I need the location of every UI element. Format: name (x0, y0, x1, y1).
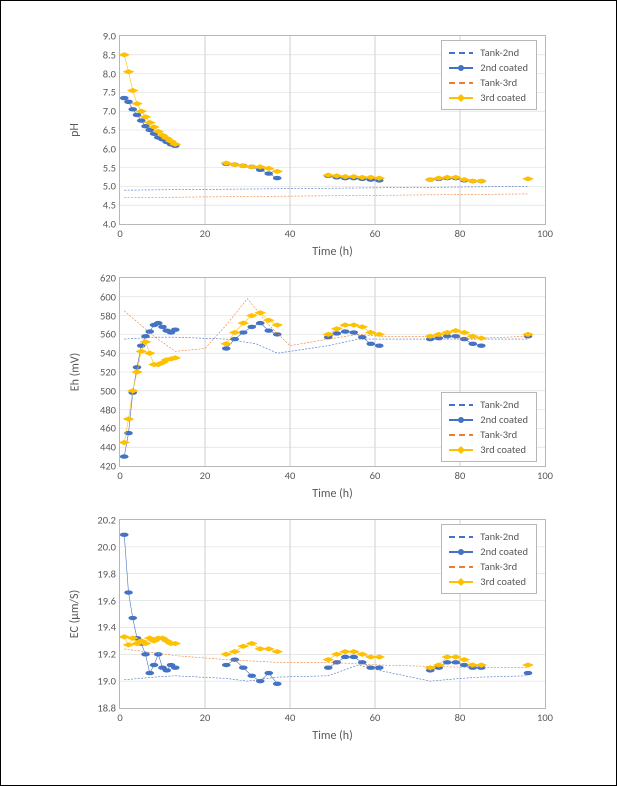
y-tick-label: 4.5 (103, 199, 120, 212)
legend-swatch-icon (448, 546, 474, 558)
y-tick-label: 620 (100, 272, 120, 285)
legend: Tank-2nd2nd coatedTank-3rd3rd coated (441, 392, 537, 462)
legend-label: Tank-3rd (480, 427, 517, 442)
x-tick-label: 40 (285, 466, 296, 482)
y-tick-label: 19.8 (97, 567, 120, 580)
x-tick-label: 60 (370, 466, 381, 482)
charts-host: pH Time (h) 4.04.55.05.56.06.57.07.58.08.5… (61, 29, 556, 743)
x-tick-label: 20 (200, 466, 211, 482)
y-tick-label: 19.2 (97, 648, 120, 661)
y-axis-label: Eh (mV) (67, 277, 83, 467)
legend-label: 3rd coated (480, 574, 526, 589)
chart-ph: pH Time (h) 4.04.55.05.56.06.57.07.58.08.5… (61, 29, 556, 259)
legend-label: 2nd coated (480, 544, 528, 559)
y-tick-label: 19.6 (97, 594, 120, 607)
x-tick-label: 0 (117, 224, 122, 240)
legend-swatch-icon (448, 444, 474, 456)
legend-swatch-icon (448, 576, 474, 588)
x-tick-label: 40 (285, 708, 296, 724)
legend-item: 3rd coated (448, 90, 528, 105)
y-tick-label: 5.5 (103, 161, 120, 174)
y-tick-label: 6.5 (103, 124, 120, 137)
y-tick-label: 9.0 (103, 30, 120, 43)
legend-swatch-icon (448, 77, 474, 89)
legend-swatch-icon (448, 429, 474, 441)
legend-label: Tank-2nd (480, 45, 519, 60)
legend-swatch-icon (448, 561, 474, 573)
x-tick-label: 100 (537, 224, 553, 240)
legend-swatch-icon (448, 92, 474, 104)
y-tick-label: 480 (100, 403, 120, 416)
legend: Tank-2nd2nd coatedTank-3rd3rd coated (441, 524, 537, 594)
y-tick-label: 20.0 (97, 540, 120, 553)
x-tick-label: 100 (537, 466, 553, 482)
chart-ec: EC (µm/S) Time (h) 18.819.019.219.419.619.… (61, 513, 556, 743)
x-tick-label: 80 (455, 708, 466, 724)
x-tick-label: 40 (285, 224, 296, 240)
legend-item: 3rd coated (448, 574, 528, 589)
legend-item: Tank-2nd (448, 529, 528, 544)
legend-label: 2nd coated (480, 60, 528, 75)
legend-swatch-icon (448, 47, 474, 59)
x-tick-label: 0 (117, 708, 122, 724)
chart-eh: Eh (mV) Time (h) 4204404604805005205405605… (61, 271, 556, 501)
y-tick-label: 8.0 (103, 67, 120, 80)
legend-label: Tank-3rd (480, 559, 517, 574)
x-tick-label: 20 (200, 224, 211, 240)
legend-label: 3rd coated (480, 442, 526, 457)
y-tick-label: 7.5 (103, 86, 120, 99)
y-tick-label: 440 (100, 441, 120, 454)
y-tick-label: 580 (100, 309, 120, 322)
legend-label: Tank-2nd (480, 397, 519, 412)
figure-page: pH Time (h) 4.04.55.05.56.06.57.07.58.08.5… (0, 0, 617, 786)
legend-item: Tank-3rd (448, 559, 528, 574)
y-tick-label: 7.0 (103, 105, 120, 118)
x-tick-label: 80 (455, 224, 466, 240)
legend: Tank-2nd2nd coatedTank-3rd3rd coated (441, 40, 537, 110)
legend-item: Tank-2nd (448, 397, 528, 412)
legend-label: 3rd coated (480, 90, 526, 105)
legend-swatch-icon (448, 62, 474, 74)
y-axis-label: pH (67, 35, 83, 225)
x-tick-label: 100 (537, 708, 553, 724)
legend-label: Tank-3rd (480, 75, 517, 90)
y-tick-label: 6.0 (103, 142, 120, 155)
y-tick-label: 540 (100, 347, 120, 360)
legend-swatch-icon (448, 414, 474, 426)
plot-area: 4204404604805005205405605806006200204060… (119, 277, 546, 467)
x-tick-label: 60 (370, 224, 381, 240)
legend-item: Tank-3rd (448, 75, 528, 90)
y-tick-label: 19.0 (97, 675, 120, 688)
y-tick-label: 520 (100, 366, 120, 379)
plot-area: 18.819.019.219.419.619.820.020.202040608… (119, 519, 546, 709)
y-tick-label: 5.0 (103, 180, 120, 193)
legend-item: 2nd coated (448, 544, 528, 559)
x-axis-label: Time (h) (119, 487, 546, 501)
x-tick-label: 0 (117, 466, 122, 482)
legend-item: 2nd coated (448, 412, 528, 427)
legend-label: Tank-2nd (480, 529, 519, 544)
y-tick-label: 20.2 (97, 514, 120, 527)
plot-area: 4.04.55.05.56.06.57.07.58.08.59.00204060… (119, 35, 546, 225)
y-axis-label: EC (µm/S) (67, 519, 83, 709)
x-axis-label: Time (h) (119, 245, 546, 259)
x-axis-label: Time (h) (119, 729, 546, 743)
x-tick-label: 20 (200, 708, 211, 724)
legend-swatch-icon (448, 399, 474, 411)
y-tick-label: 500 (100, 384, 120, 397)
y-tick-label: 8.5 (103, 48, 120, 61)
x-tick-label: 80 (455, 466, 466, 482)
y-tick-label: 600 (100, 290, 120, 303)
y-tick-label: 460 (100, 422, 120, 435)
legend-item: 2nd coated (448, 60, 528, 75)
legend-item: Tank-3rd (448, 427, 528, 442)
legend-item: Tank-2nd (448, 45, 528, 60)
x-tick-label: 60 (370, 708, 381, 724)
y-tick-label: 560 (100, 328, 120, 341)
legend-label: 2nd coated (480, 412, 528, 427)
legend-item: 3rd coated (448, 442, 528, 457)
legend-swatch-icon (448, 531, 474, 543)
y-tick-label: 19.4 (97, 621, 120, 634)
